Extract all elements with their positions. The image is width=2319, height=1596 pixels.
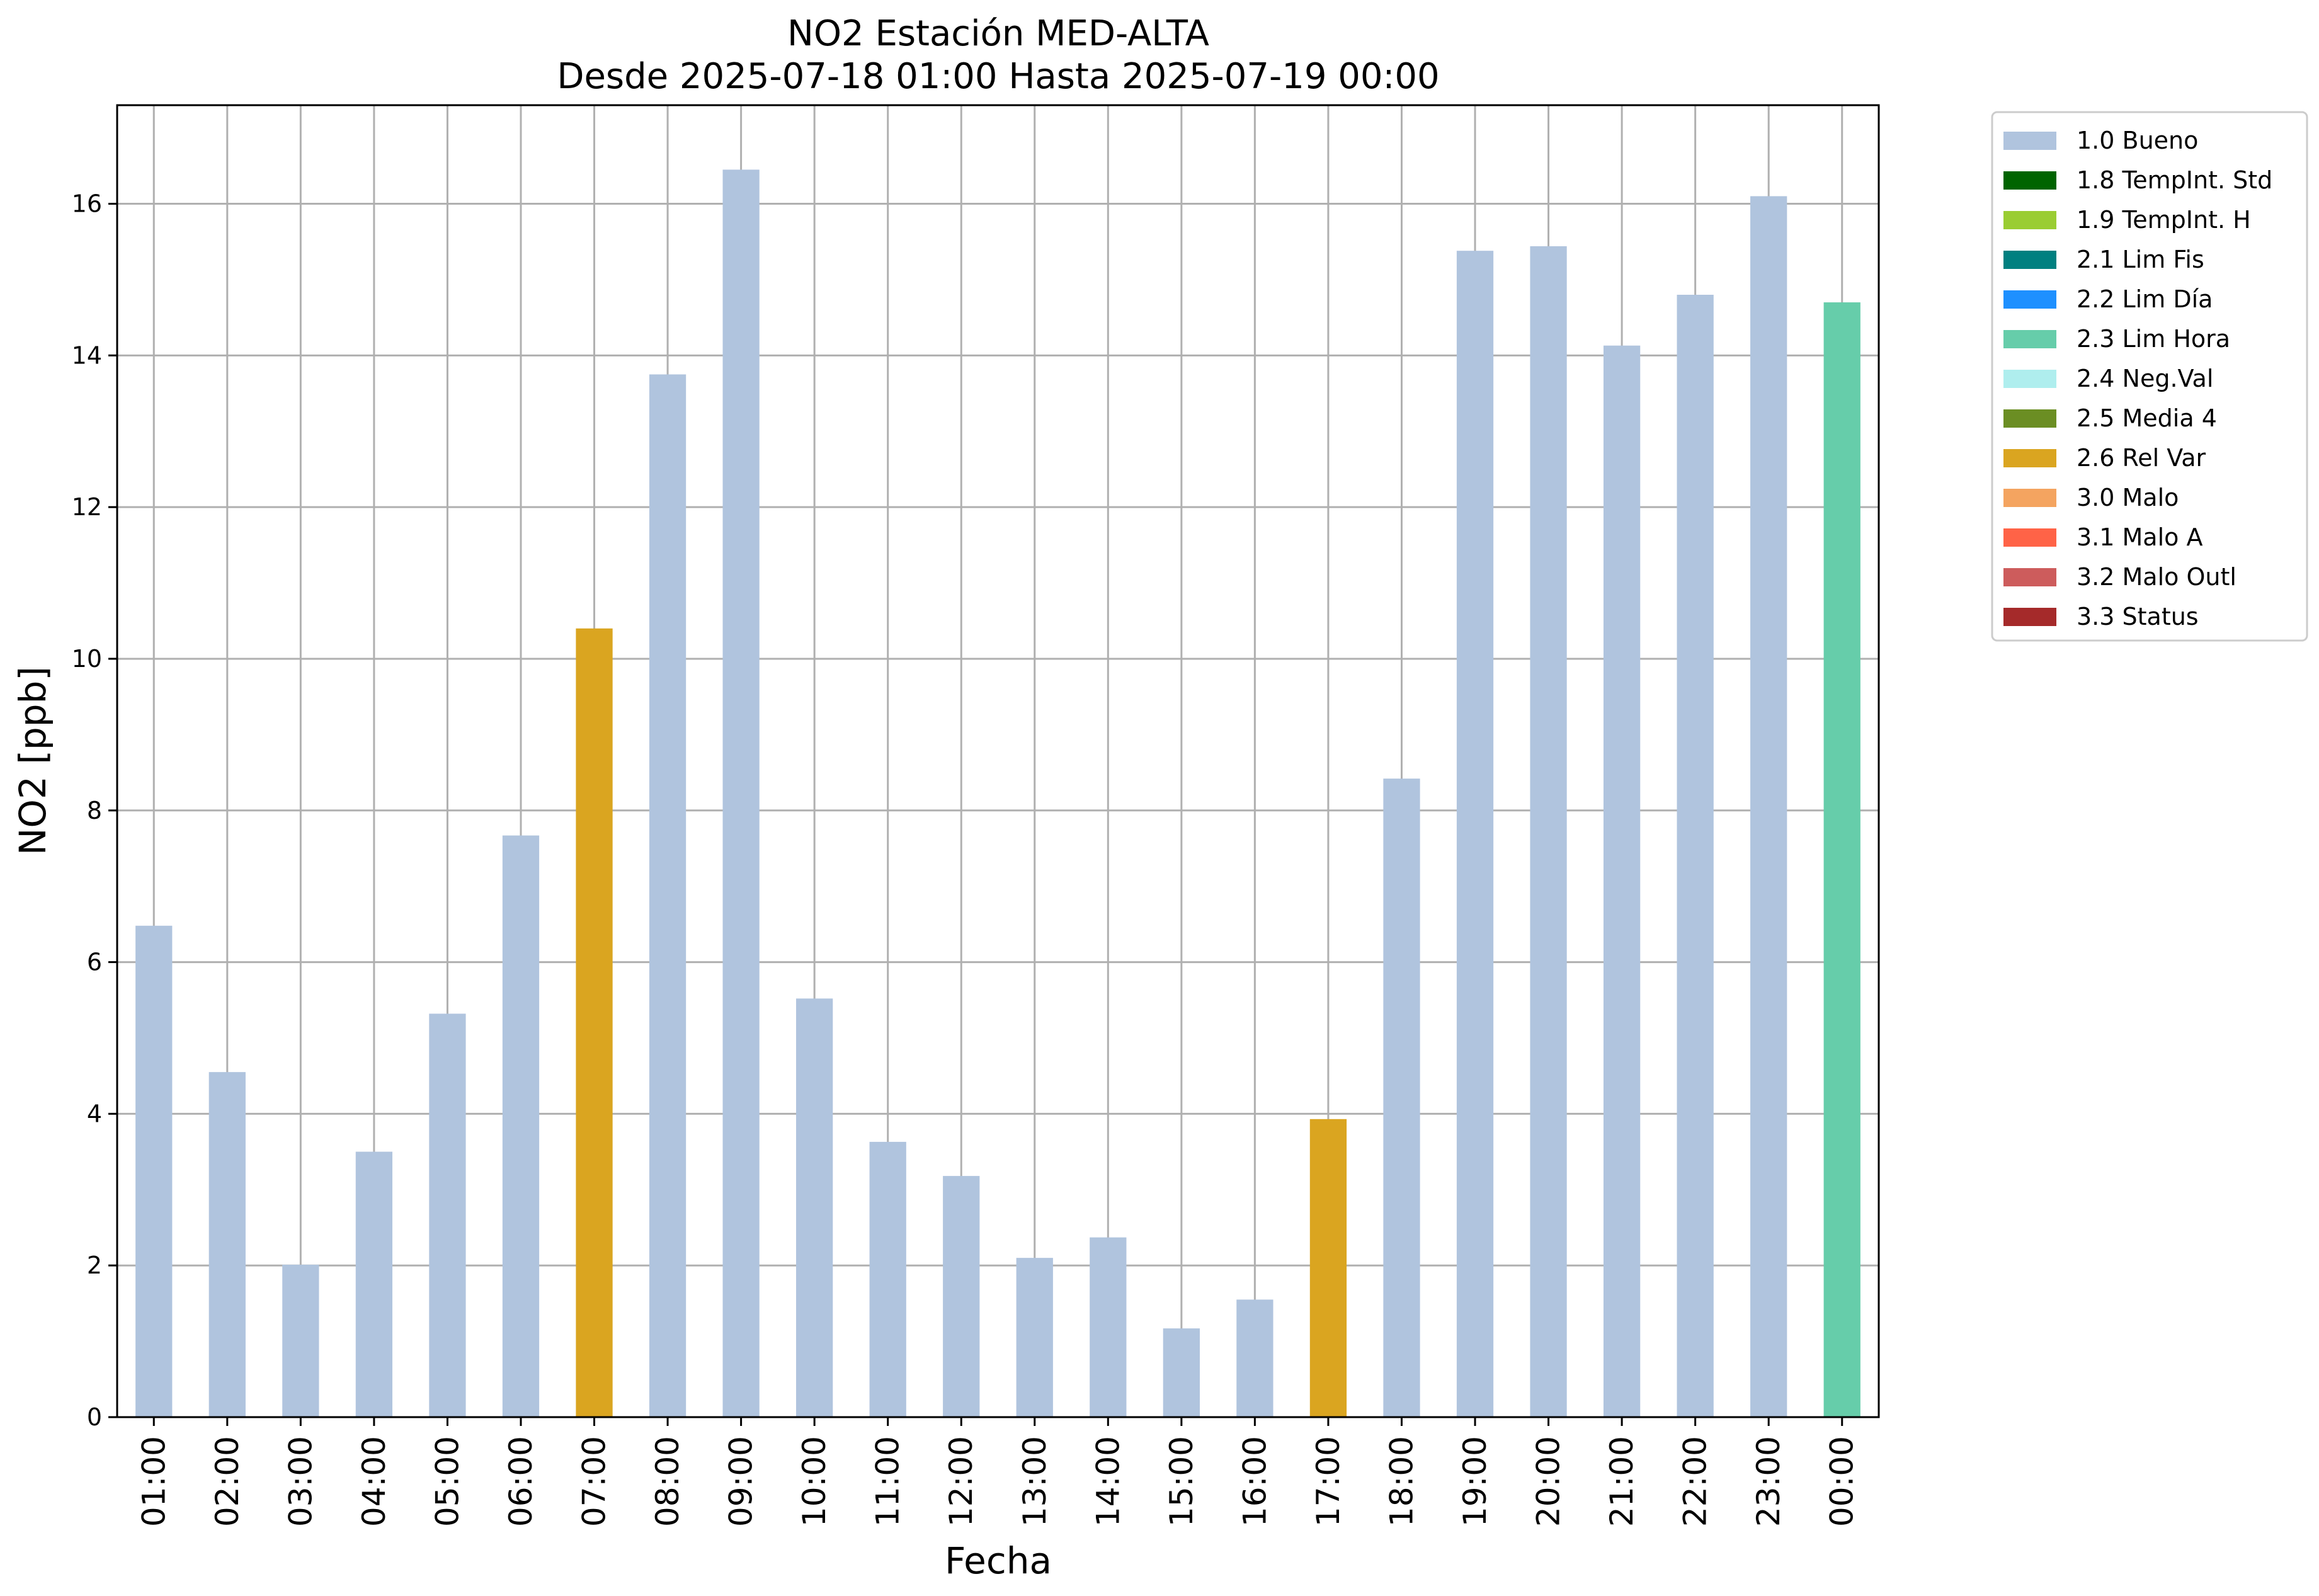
x-tick-label: 03:00 <box>282 1436 319 1527</box>
legend-item-label: 1.0 Bueno <box>2077 127 2198 154</box>
legend-swatch <box>2003 370 2056 388</box>
x-tick-label: 15:00 <box>1163 1436 1200 1527</box>
y-tick-label: 14 <box>72 341 102 369</box>
y-tick-label: 8 <box>87 797 102 824</box>
x-tick-label: 18:00 <box>1383 1436 1420 1527</box>
x-tick-label: 22:00 <box>1677 1436 1714 1527</box>
bar-23:00 <box>1750 196 1787 1417</box>
chart-subtitle: Desde 2025-07-18 01:00 Hasta 2025-07-19 … <box>557 56 1439 97</box>
legend-swatch <box>2003 528 2056 547</box>
x-tick-label: 20:00 <box>1530 1436 1567 1527</box>
legend-item-label: 3.2 Malo Outl <box>2077 563 2236 591</box>
legend: 1.0 Bueno 1.8 TempInt. Std 1.9 TempInt. H 2… <box>1991 111 2308 642</box>
x-tick-label: 05:00 <box>429 1436 465 1527</box>
y-tick-label: 6 <box>87 949 102 976</box>
legend-swatch <box>2003 449 2056 467</box>
y-tick-label: 16 <box>72 190 102 218</box>
legend-item-label: 1.9 TempInt. H <box>2077 206 2251 234</box>
legend-swatch <box>2003 171 2056 190</box>
y-tick-label: 2 <box>87 1251 102 1279</box>
y-tick-label: 12 <box>72 493 102 521</box>
plot-frame <box>116 104 1880 1418</box>
x-tick-label: 04:00 <box>356 1436 392 1527</box>
x-axis-label: Fecha <box>945 1539 1052 1582</box>
x-tick-label: 16:00 <box>1236 1436 1273 1527</box>
legend-item-label: 2.6 Rel Var <box>2077 444 2206 472</box>
bar-01:00 <box>135 925 173 1417</box>
x-tick-label: 17:00 <box>1310 1436 1347 1527</box>
x-tick-layer: 01:00 02:00 03:00 04:00 05:00 06:00 07:00 08:00… <box>135 1417 1860 1527</box>
x-tick-label: 13:00 <box>1017 1436 1053 1527</box>
bar-07:00 <box>576 628 613 1417</box>
legend-swatch <box>2003 211 2056 229</box>
chart-title: NO2 Estación MED-ALTA <box>787 13 1209 54</box>
bar-18:00 <box>1383 778 1420 1417</box>
bar-11:00 <box>869 1141 906 1417</box>
legend-swatch <box>2003 568 2056 586</box>
bar-14:00 <box>1090 1237 1127 1417</box>
legend-swatch <box>2003 608 2056 626</box>
legend-swatch <box>2003 489 2056 507</box>
legend-swatch <box>2003 409 2056 428</box>
bar-13:00 <box>1016 1258 1053 1417</box>
legend-swatch <box>2003 132 2056 150</box>
y-tick-label: 10 <box>72 645 102 673</box>
bar-16:00 <box>1236 1299 1273 1417</box>
legend-item-label: 1.8 TempInt. Std <box>2077 166 2272 194</box>
legend-swatch <box>2003 330 2056 348</box>
legend-frame <box>1991 111 2308 642</box>
x-tick-label: 08:00 <box>649 1436 686 1527</box>
bar-12:00 <box>943 1176 980 1417</box>
y-tick-label: 4 <box>87 1100 102 1127</box>
x-tick-label: 06:00 <box>503 1436 539 1527</box>
bar-09:00 <box>722 169 760 1417</box>
bar-03:00 <box>282 1264 319 1417</box>
x-tick-label: 09:00 <box>723 1436 760 1527</box>
bar-04:00 <box>355 1151 393 1417</box>
bar-05:00 <box>429 1013 466 1417</box>
bar-17:00 <box>1309 1119 1347 1417</box>
legend-item-label: 3.1 Malo A <box>2077 523 2202 551</box>
legend-swatch <box>2003 290 2056 309</box>
bar-22:00 <box>1677 295 1714 1417</box>
x-tick-label: 14:00 <box>1090 1436 1126 1527</box>
bar-20:00 <box>1530 246 1567 1417</box>
y-tick-layer: 0 2 4 6 8 10 12 14 16 <box>72 190 117 1431</box>
bar-15:00 <box>1163 1328 1200 1417</box>
bar-19:00 <box>1456 251 1494 1417</box>
x-tick-label: 19:00 <box>1457 1436 1493 1527</box>
x-tick-label: 12:00 <box>943 1436 979 1527</box>
bar-02:00 <box>208 1072 246 1417</box>
legend-item-label: 2.1 Lim Fis <box>2077 246 2204 273</box>
legend-item-label: 3.3 Status <box>2077 603 2199 630</box>
bar-08:00 <box>649 374 687 1417</box>
legend-item-label: 2.3 Lim Hora <box>2077 325 2230 353</box>
legend-item-label: 3.0 Malo <box>2077 484 2179 511</box>
bar-layer <box>135 169 1860 1418</box>
bar-00:00 <box>1823 302 1860 1418</box>
x-tick-label: 23:00 <box>1750 1436 1787 1527</box>
x-tick-label: 11:00 <box>870 1436 906 1527</box>
x-tick-label: 01:00 <box>135 1436 172 1527</box>
y-axis-label: NO2 [ppb] <box>11 666 54 855</box>
x-tick-label: 07:00 <box>576 1436 613 1527</box>
x-tick-label: 00:00 <box>1824 1436 1860 1527</box>
legend-item-label: 2.5 Media 4 <box>2077 404 2217 432</box>
legend-swatch <box>2003 251 2056 269</box>
x-tick-label: 21:00 <box>1604 1436 1640 1527</box>
bar-21:00 <box>1603 345 1641 1418</box>
bar-06:00 <box>502 835 540 1417</box>
legend-item-label: 2.2 Lim Día <box>2077 285 2213 313</box>
x-tick-label: 10:00 <box>796 1436 833 1527</box>
x-tick-label: 02:00 <box>209 1436 246 1527</box>
bar-10:00 <box>796 998 833 1417</box>
legend-item-label: 2.4 Neg.Val <box>2077 365 2213 392</box>
y-tick-label: 0 <box>87 1403 102 1431</box>
